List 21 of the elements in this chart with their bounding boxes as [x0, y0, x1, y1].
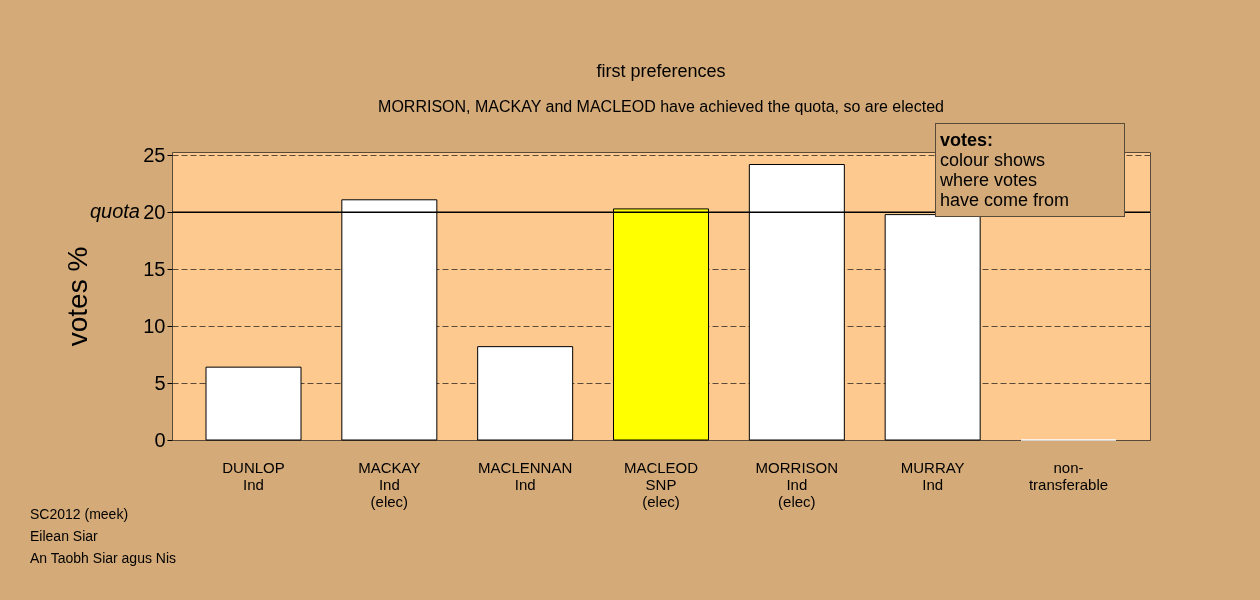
footnote: SC2012 (meek) Eilean Siar An Taobh Siar agus Nis [30, 505, 177, 568]
y-tick-label: 0 [154, 428, 166, 451]
x-tick-label: DUNLOP Ind [222, 458, 285, 493]
x-tick-label: MACKAY Ind (elec) [358, 458, 421, 510]
note-box: votes: colour shows where votes have come from [935, 123, 1125, 217]
chart-subtitle: MORRISON, MACKAY and MACLEOD have achieved the quota, so are elected [378, 98, 944, 116]
bar [477, 346, 574, 441]
chart-title: first preferences [596, 61, 726, 82]
x-tick-label: MURRAY Ind [900, 458, 965, 493]
ref-line-label: quota [89, 200, 140, 223]
y-tick-label: 5 [154, 371, 166, 394]
x-tick-label: MACLEOD SNP (elec) [623, 458, 699, 510]
y-tick-label: 25 [143, 143, 166, 166]
y-axis-title: votes % [62, 246, 94, 347]
bar [205, 366, 302, 441]
x-tick-label: MACLENNAN Ind [478, 458, 573, 493]
y-tick-label: 20 [143, 200, 166, 223]
y-tick-label: 10 [143, 314, 166, 337]
x-tick-label: non- transferable [1028, 458, 1109, 493]
x-tick-label: MORRISON Ind (elec) [755, 458, 839, 510]
y-tick-label: 15 [143, 257, 166, 280]
